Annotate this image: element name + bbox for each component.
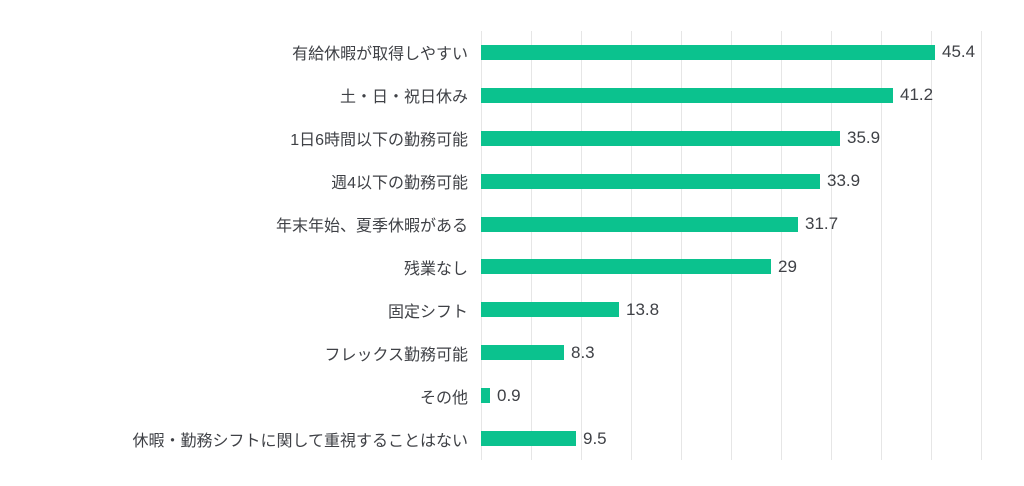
- bar: [481, 87, 893, 103]
- bar: [481, 302, 619, 318]
- category-label: その他: [419, 389, 468, 407]
- category-label: 固定シフト: [387, 303, 468, 321]
- bar-rows: 有給休暇が取得しやすい 45.4 土・日・祝日休み 41.2 1日6時間以下の勤…: [0, 31, 1010, 460]
- bar-track: 31.7: [481, 214, 839, 234]
- bar-row: 有給休暇が取得しやすい 45.4: [0, 31, 1010, 74]
- bar-row: 固定シフト 13.8: [0, 288, 1010, 331]
- category-label: 土・日・祝日休み: [339, 89, 468, 107]
- bar: [481, 173, 820, 189]
- bar: [481, 345, 564, 361]
- value-label: 9.5: [583, 428, 607, 448]
- value-label: 45.4: [942, 42, 976, 62]
- value-label: 0.9: [497, 385, 521, 405]
- value-label: 41.2: [900, 85, 934, 105]
- bar-row: 年末年始、夏季休暇がある 31.7: [0, 203, 1010, 246]
- bar-track: 45.4: [481, 42, 976, 62]
- bar-track: 8.3: [481, 342, 595, 362]
- bar-track: 41.2: [481, 85, 934, 105]
- bar: [481, 431, 576, 447]
- bar-track: 9.5: [481, 428, 607, 448]
- bar-row: 休暇・勤務シフトに関して重視することはない 9.5: [0, 417, 1010, 460]
- category-label: 1日6時間以下の勤務可能: [290, 132, 468, 150]
- bar: [481, 388, 490, 404]
- bar: [481, 259, 771, 275]
- bar-row: フレックス勤務可能 8.3: [0, 331, 1010, 374]
- bar-track: 33.9: [481, 171, 861, 191]
- category-label: 有給休暇が取得しやすい: [292, 46, 468, 64]
- bar: [481, 44, 935, 60]
- bar-row: 1日6時間以下の勤務可能 35.9: [0, 117, 1010, 160]
- value-label: 35.9: [847, 128, 881, 148]
- value-label: 13.8: [626, 299, 660, 319]
- category-label: フレックス勤務可能: [324, 346, 468, 364]
- value-label: 33.9: [827, 171, 861, 191]
- value-label: 31.7: [805, 214, 839, 234]
- value-label: 29: [778, 256, 797, 276]
- bar-row: 土・日・祝日休み 41.2: [0, 74, 1010, 117]
- category-label: 休暇・勤務シフトに関して重視することはない: [132, 432, 468, 450]
- category-label: 週4以下の勤務可能: [331, 175, 468, 193]
- bar-track: 0.9: [481, 385, 521, 405]
- value-label: 8.3: [571, 342, 595, 362]
- category-label: 年末年始、夏季休暇がある: [275, 218, 468, 236]
- bar-row: 残業なし 29: [0, 246, 1010, 289]
- bar: [481, 130, 840, 146]
- bar-track: 35.9: [481, 128, 881, 148]
- bar-track: 13.8: [481, 299, 660, 319]
- category-label: 残業なし: [403, 260, 468, 278]
- bar-row: 週4以下の勤務可能 33.9: [0, 160, 1010, 203]
- bar-track: 29: [481, 256, 797, 276]
- bar: [481, 216, 798, 232]
- bar-row: その他 0.9: [0, 374, 1010, 417]
